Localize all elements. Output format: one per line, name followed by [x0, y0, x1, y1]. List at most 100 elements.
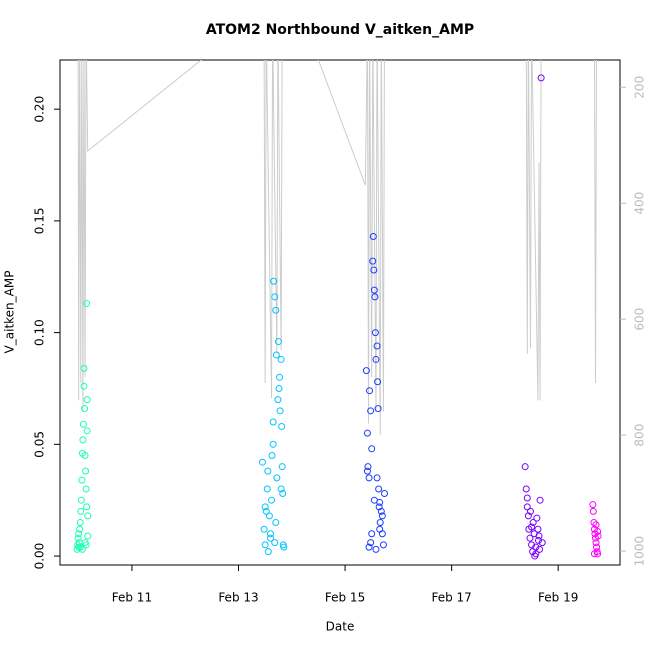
point: [82, 541, 90, 549]
point: [278, 463, 286, 471]
point: [589, 501, 597, 509]
point: [594, 527, 602, 535]
point: [367, 407, 375, 415]
point: [277, 355, 285, 363]
y-tick-label: 0.05: [33, 431, 47, 458]
point: [522, 485, 530, 493]
point: [528, 523, 536, 531]
point: [76, 543, 84, 551]
point: [263, 485, 271, 493]
point: [593, 543, 601, 551]
point: [537, 74, 545, 82]
point: [523, 494, 531, 502]
point: [380, 489, 388, 497]
point: [261, 541, 269, 549]
point: [532, 550, 540, 558]
point: [363, 467, 371, 475]
point: [279, 489, 287, 497]
point: [534, 525, 542, 533]
chart-title: ATOM2 Northbound V_aitken_AMP: [206, 22, 474, 38]
point: [266, 534, 274, 542]
point: [376, 525, 384, 533]
point: [76, 525, 84, 533]
point: [367, 539, 375, 547]
point: [264, 467, 272, 475]
point: [368, 445, 376, 453]
point: [78, 545, 86, 553]
x-tick-label: Feb 19: [538, 591, 578, 605]
x-tick-label: Feb 13: [218, 591, 258, 605]
x-tick-label: Feb 17: [431, 591, 471, 605]
plot-area: [73, 60, 602, 560]
point: [269, 418, 277, 426]
point: [77, 507, 85, 515]
point: [372, 355, 380, 363]
point: [372, 545, 380, 553]
x-tick-label: Feb 11: [112, 591, 152, 605]
point: [538, 539, 546, 547]
y-tick-label: 0.20: [33, 96, 47, 123]
point: [80, 364, 88, 372]
point: [74, 534, 82, 542]
point: [365, 543, 373, 551]
point: [268, 496, 276, 504]
y-tick-label: 0.10: [33, 319, 47, 346]
point: [532, 543, 540, 551]
point: [374, 405, 382, 413]
point: [81, 405, 89, 413]
point: [526, 534, 534, 542]
point: [377, 507, 385, 515]
point: [533, 514, 541, 522]
point: [269, 440, 277, 448]
line: [77, 60, 597, 436]
point: [370, 286, 378, 294]
point: [364, 463, 372, 471]
point: [83, 427, 91, 435]
point: [378, 512, 386, 520]
point: [266, 530, 274, 538]
point: [277, 485, 285, 493]
point: [373, 342, 381, 350]
point: [524, 512, 532, 520]
point: [592, 521, 600, 529]
point: [75, 530, 83, 538]
point: [370, 266, 378, 274]
point: [362, 367, 370, 375]
point: [365, 474, 373, 482]
point: [534, 536, 542, 544]
point: [526, 507, 534, 515]
point: [280, 543, 288, 551]
point: [274, 396, 282, 404]
point: [371, 329, 379, 337]
point: [272, 351, 280, 359]
point: [368, 530, 376, 538]
point: [276, 373, 284, 381]
point: [590, 550, 598, 558]
point: [82, 467, 90, 475]
x-axis-label: Date: [326, 620, 355, 634]
point: [369, 233, 377, 241]
point: [594, 532, 602, 540]
point: [271, 293, 279, 301]
point: [79, 420, 87, 428]
point: [80, 382, 88, 390]
y-tick-label: 0.00: [33, 543, 47, 570]
point: [258, 458, 266, 466]
point: [77, 496, 85, 504]
point: [82, 485, 90, 493]
y2-tick-label: 400: [633, 192, 647, 215]
y-tick-label: 0.15: [33, 208, 47, 235]
point: [529, 519, 537, 527]
point: [272, 519, 280, 527]
y-axis-label: V_aitken_AMP: [3, 271, 17, 354]
point: [84, 512, 92, 520]
point: [270, 277, 278, 285]
point: [83, 396, 91, 404]
x-tick-label: Feb 15: [325, 591, 365, 605]
point: [262, 507, 270, 515]
point: [79, 436, 87, 444]
point: [536, 496, 544, 504]
point: [83, 503, 91, 511]
